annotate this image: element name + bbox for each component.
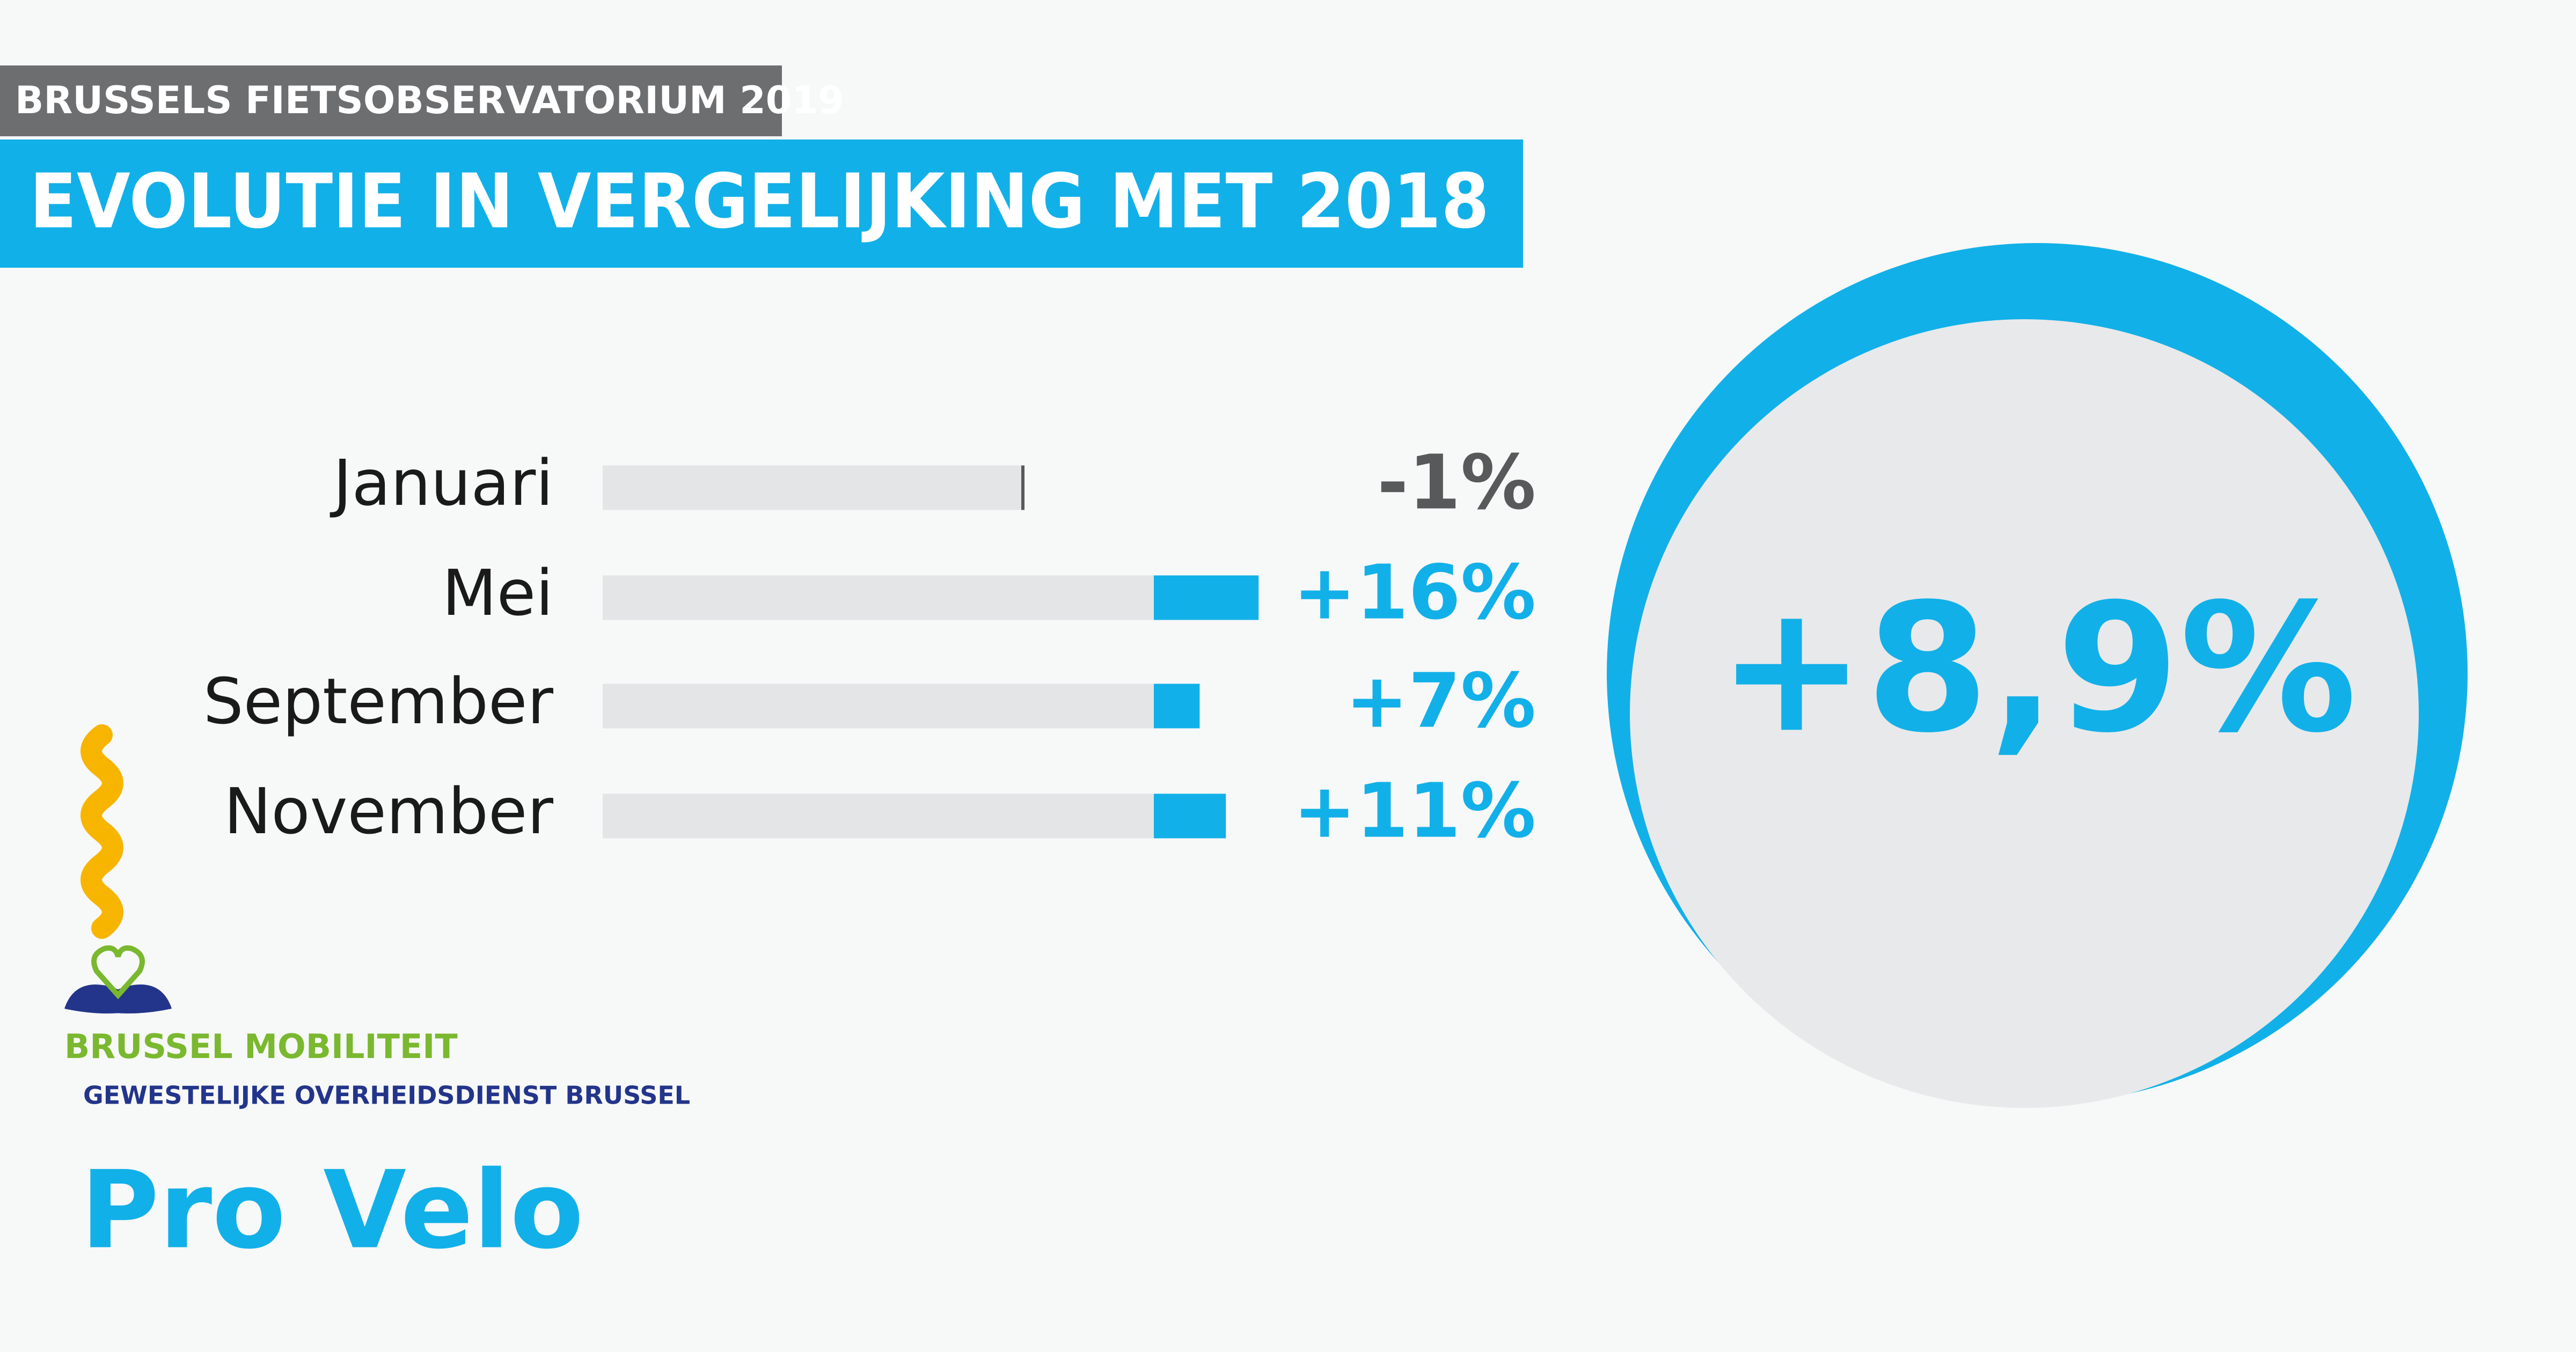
category-label: September bbox=[203, 664, 554, 738]
bar bbox=[1154, 575, 1259, 620]
logo-heart bbox=[91, 945, 145, 1000]
subtitle-box bbox=[0, 65, 782, 136]
subtitle: BRUSSELS FIETSOBSERVATORIUM 2019 bbox=[15, 78, 844, 122]
bar bbox=[1154, 684, 1200, 729]
bar bbox=[1154, 793, 1226, 839]
category-label: November bbox=[224, 774, 553, 848]
logo-subtext: GEWESTELIJKE OVERHEIDSDIENST BRUSSEL bbox=[83, 1081, 690, 1110]
bar bbox=[603, 465, 1023, 510]
pro-velo-logo: Pro Velo bbox=[80, 1148, 584, 1273]
title: EVOLUTIE IN VERGELIJKING MET 2018 bbox=[30, 158, 1489, 246]
total-badge: +8,9% bbox=[1607, 243, 2468, 1108]
baseline-bar bbox=[603, 793, 1154, 839]
value-label: -1% bbox=[1377, 439, 1536, 527]
category-label: Januari bbox=[330, 446, 553, 520]
baseline-bar bbox=[603, 684, 1154, 729]
total-disc bbox=[1630, 319, 2419, 1108]
value-label: +11% bbox=[1293, 768, 1536, 855]
baseline-bar bbox=[603, 575, 1154, 620]
bar-chart: Januari -1% Mei +16% September +7% November +11… bbox=[203, 439, 1536, 855]
value-label: +16% bbox=[1293, 549, 1536, 637]
category-label: Mei bbox=[442, 556, 553, 630]
total-label: +8,9% bbox=[1717, 565, 2357, 771]
value-label: +7% bbox=[1345, 658, 1536, 745]
logo-text: BRUSSEL MOBILITEIT bbox=[64, 1027, 458, 1066]
title-box bbox=[0, 139, 1523, 268]
squiggle bbox=[80, 724, 123, 939]
